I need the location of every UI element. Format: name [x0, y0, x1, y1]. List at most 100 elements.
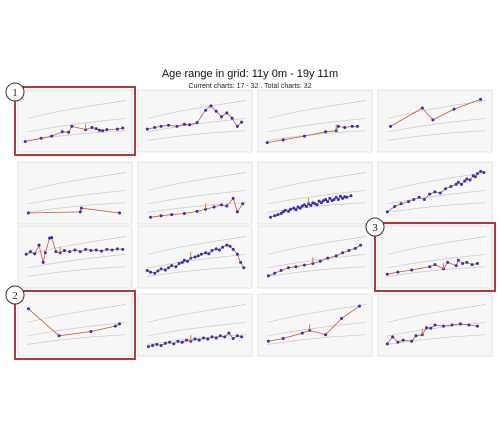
data-point [50, 134, 54, 138]
highlight-box-1 [14, 86, 136, 156]
data-point [446, 260, 450, 264]
reference-curve [267, 100, 366, 119]
reference-curve [387, 202, 486, 213]
data-point [341, 196, 345, 200]
chart-panel [377, 89, 493, 153]
data-point [438, 191, 442, 195]
data-point [29, 250, 32, 254]
data-point [341, 251, 345, 255]
data-point [73, 248, 77, 252]
reference-curve [147, 321, 246, 337]
data-point [302, 134, 306, 138]
data-point [396, 340, 400, 344]
data-point [37, 243, 41, 247]
data-point [444, 187, 448, 191]
data-point [235, 124, 239, 128]
data-point [269, 215, 272, 219]
reference-curve [387, 304, 486, 323]
data-point [340, 317, 343, 320]
chart-panel [137, 161, 253, 225]
data-point [235, 334, 239, 338]
data-point [287, 209, 290, 213]
data-point [89, 249, 93, 252]
chart-panel [17, 161, 133, 225]
data-point [105, 128, 109, 132]
data-point [454, 264, 458, 268]
data-point [26, 211, 30, 215]
reference-curve [27, 266, 126, 277]
data-point [23, 140, 27, 143]
data-point [265, 141, 269, 145]
data-point [146, 345, 150, 349]
data-point [319, 201, 323, 205]
data-point [343, 126, 347, 129]
data-point [475, 172, 479, 176]
mini-chart-8 [377, 161, 493, 225]
data-point [193, 337, 197, 341]
mini-chart-7 [257, 161, 373, 225]
data-point [456, 258, 460, 262]
data-point [460, 182, 463, 186]
data-point [456, 180, 460, 184]
series-line [147, 105, 242, 130]
badge-circle-1 [5, 82, 25, 102]
data-point [228, 244, 232, 248]
data-point [458, 322, 462, 326]
data-point [358, 304, 361, 308]
data-point [202, 336, 205, 340]
data-point [172, 342, 176, 346]
reference-curve [387, 117, 486, 133]
data-point [118, 322, 121, 326]
reference-curve [147, 236, 246, 255]
data-point [118, 211, 121, 215]
data-point [336, 198, 340, 201]
data-point [60, 130, 64, 134]
data-point [214, 109, 218, 113]
highlight-box-3 [374, 222, 496, 292]
data-point [170, 213, 174, 217]
data-point [163, 341, 167, 345]
data-point [467, 323, 471, 327]
data-point [417, 195, 421, 199]
mini-chart-5 [17, 161, 133, 225]
reference-curve [267, 202, 366, 213]
data-point [94, 127, 98, 131]
data-point [396, 270, 400, 274]
data-point [385, 210, 389, 214]
reference-curve [267, 266, 366, 277]
mini-chart-14 [137, 293, 253, 357]
data-point [115, 127, 119, 131]
data-point [159, 214, 163, 218]
reference-curve [267, 236, 366, 255]
data-point [225, 243, 229, 247]
data-point [473, 175, 477, 179]
data-point [204, 251, 208, 255]
data-point [289, 207, 293, 211]
data-point [452, 107, 456, 111]
badge-label-3: 3 [372, 222, 378, 234]
data-point [482, 171, 486, 174]
data-point [433, 190, 437, 194]
data-point [302, 263, 306, 267]
chart-panel [17, 89, 133, 153]
data-point [159, 267, 163, 271]
data-point [225, 204, 229, 208]
reference-curve [267, 304, 366, 323]
data-point [266, 274, 270, 278]
data-point [450, 323, 454, 327]
data-point [311, 262, 315, 265]
data-point [231, 196, 235, 200]
data-point [449, 185, 453, 188]
mini-chart-12 [377, 225, 493, 289]
data-point [54, 250, 58, 254]
mini-chart-10 [137, 225, 253, 289]
data-point [67, 130, 71, 134]
chart-panel [257, 225, 373, 289]
reference-curve [387, 172, 486, 191]
data-point [393, 205, 397, 208]
data-point [204, 108, 208, 112]
chart-panel [257, 89, 373, 153]
data-point [207, 252, 211, 256]
data-point [50, 236, 54, 240]
